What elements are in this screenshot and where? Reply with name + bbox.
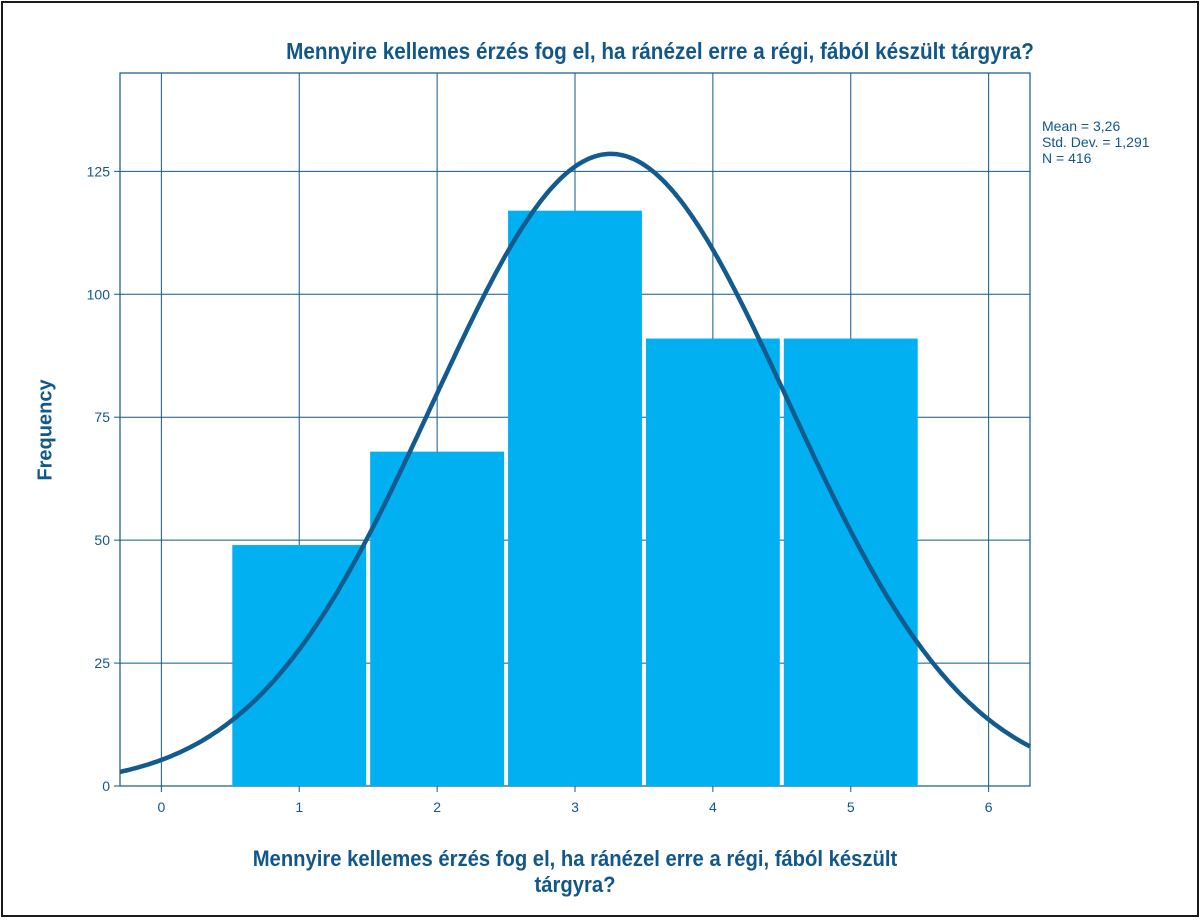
axis-layer: 0 1 2 3 4 5 6 0 25 50 75 100 125 bbox=[87, 163, 993, 815]
y-tick-label: 125 bbox=[87, 163, 111, 179]
x-tick-label: 6 bbox=[985, 799, 993, 815]
x-axis-label-line1: Mennyire kellemes érzés fog el, ha ránéz… bbox=[252, 846, 898, 871]
stat-std-dev: Std. Dev. = 1,291 bbox=[1042, 134, 1150, 150]
histogram-bar bbox=[645, 338, 780, 786]
y-tick-label: 75 bbox=[94, 409, 110, 425]
normal-curve bbox=[119, 151, 1032, 775]
x-tick-label: 4 bbox=[709, 799, 717, 815]
histogram-bar bbox=[508, 210, 642, 787]
x-tick-label: 1 bbox=[295, 799, 303, 815]
chart-title: Mennyire kellemes érzés fog el, ha ránéz… bbox=[286, 38, 1034, 64]
stat-mean: Mean = 3,26 bbox=[1042, 118, 1121, 134]
x-axis-label-line2: tárgyra? bbox=[534, 872, 616, 897]
curve-layer bbox=[119, 151, 1032, 775]
histogram-bar bbox=[783, 338, 918, 786]
stat-n: N = 416 bbox=[1042, 150, 1092, 166]
x-tick-label: 0 bbox=[157, 799, 165, 815]
stats-legend: Mean = 3,26 Std. Dev. = 1,291 N = 416 bbox=[1042, 118, 1150, 166]
histogram-bar bbox=[232, 545, 367, 786]
y-tick-label: 100 bbox=[87, 286, 111, 302]
x-tick-label: 3 bbox=[571, 799, 579, 815]
x-tick-label: 5 bbox=[847, 799, 855, 815]
y-tick-label: 50 bbox=[94, 532, 110, 548]
x-axis-label: Mennyire kellemes érzés fog el, ha ránéz… bbox=[156, 846, 993, 898]
bars-layer bbox=[232, 210, 918, 787]
y-tick-label: 25 bbox=[94, 655, 110, 671]
x-tick-label: 2 bbox=[433, 799, 441, 815]
y-tick-label: 0 bbox=[102, 778, 110, 794]
histogram-bar bbox=[370, 451, 505, 786]
